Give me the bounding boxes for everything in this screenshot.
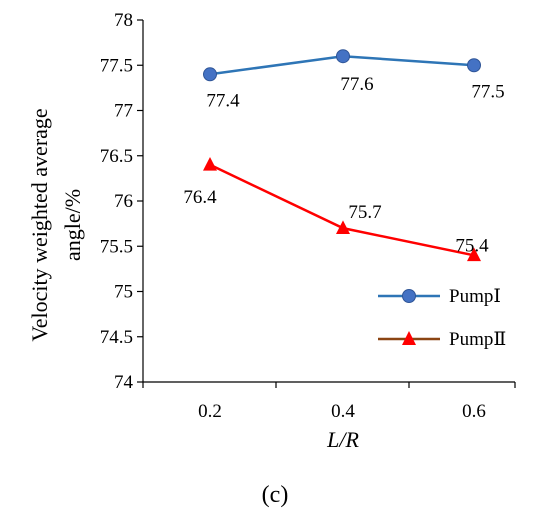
y-tick-label: 76.5 [100,146,133,167]
series-2: 76.4 75.7 75.4 [183,157,489,262]
x-tick-label: 0.6 [462,401,486,422]
y-tick-label: 74.5 [100,327,133,348]
data-label: 75.4 [455,235,489,256]
y-tick-label: 77 [114,101,133,122]
legend-label: PumpⅡ [449,329,506,350]
data-point [203,157,217,171]
data-label: 75.7 [348,202,381,223]
x-tick-label: 0.2 [198,401,222,422]
y-tick-label: 75 [114,282,133,303]
y-tick-label: 78 [114,10,133,31]
y-tick-label: 75.5 [100,236,133,257]
series-layer: 77.4 77.6 77.5 76.4 75.7 75.4 [183,49,505,262]
series-line [209,163,475,257]
data-point [203,67,217,82]
y-tick-label: 74 [114,372,134,393]
data-point [467,58,481,73]
data-label: 77.5 [471,81,504,102]
x-axis-title: L/R [326,427,359,452]
legend-item-2: PumpⅡ [378,329,506,350]
legend-marker [402,331,416,345]
y-tick-label: 77.5 [100,55,133,76]
x-tick-label: 0.4 [331,401,355,422]
legend-item-1: PumpⅠ [378,286,501,307]
data-point [336,220,350,234]
panel-label: (c) [262,482,289,508]
data-point [336,49,350,64]
series-1: 77.4 77.6 77.5 [203,49,505,111]
y-axis-title-line2: angle/% [60,189,85,261]
data-point [467,247,481,262]
data-label: 76.4 [183,187,217,208]
legend-marker [402,289,416,303]
legend: PumpⅠ PumpⅡ [378,286,506,350]
y-axis-title-line1: Velocity weighted average [27,108,52,341]
legend-label: PumpⅠ [449,286,501,307]
x-ticks: 0.2 0.4 0.6 [142,382,516,422]
y-ticks: 74 74.5 75 75.5 76 76.5 77 77.5 78 [100,10,143,393]
data-label: 77.6 [340,74,373,95]
data-label: 77.4 [206,90,240,111]
y-tick-label: 76 [114,191,133,212]
